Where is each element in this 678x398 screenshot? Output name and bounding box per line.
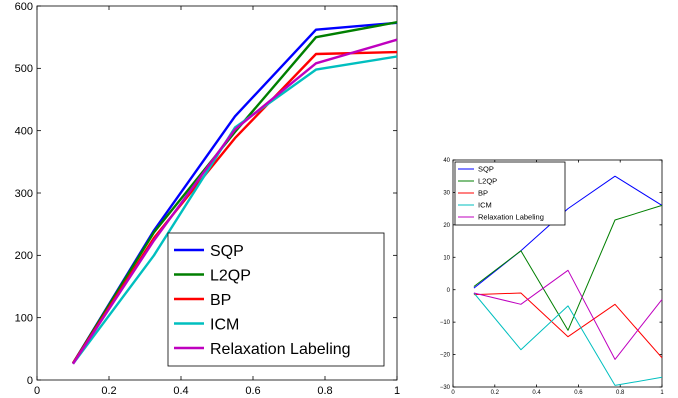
x-tick-label: 1 [660,390,664,396]
series-line-l2qp [71,21,398,364]
x-tick-label: 0.4 [173,385,188,397]
series-line-icm [72,55,398,365]
x-tick-label: 0 [451,390,455,396]
y-tick-label: 100 [15,313,33,325]
y-tick-label: 600 [15,1,33,13]
x-tick-label: 0 [34,385,40,397]
x-tick-label: 0.4 [532,390,541,396]
y-tick-label: −10 [440,320,451,326]
right-line-chart: 0 0.2 0.4 0.6 0.8 1 −30 −20 −10 0 10 20 30 40 SQP L2QP B… [440,158,665,396]
legend-label: BP [478,189,488,198]
y-tick-label: 10 [443,255,450,261]
y-tick-label: 40 [443,158,450,164]
plot-area-frame [452,159,663,388]
x-tick-label: 1 [394,385,400,397]
legend: SQP L2QP BP ICM Relaxation Labeling [454,161,566,226]
y-tick-label: 0 [447,288,451,294]
series-line-l2qp [473,204,663,331]
legend-label: L2QP [478,177,497,186]
y-tick-label: 0 [27,375,33,387]
x-tick-label: 0.2 [101,385,116,397]
left-line-chart: 0 0.2 0.4 0.6 0.8 1 0 100 200 300 400 500 600 SQP L2QP… [15,1,400,397]
y-tick-label: 500 [15,63,33,75]
x-tick-label: 0.8 [616,390,625,396]
series-line-icm [473,292,663,386]
x-tick-label: 0.6 [574,390,583,396]
legend-label: Relaxation Labeling [210,341,351,358]
series-line-relaxation-labeling [71,38,398,365]
y-tick-label: −30 [440,385,451,391]
legend-label: SQP [478,165,494,174]
y-tick-label: 30 [443,191,450,197]
series-line-bp [473,292,663,359]
legend: SQP L2QP BP ICM Relaxation Labeling [167,232,385,367]
x-tick-label: 0.8 [317,385,332,397]
legend-label: ICM [210,316,239,333]
x-tick-label: 0.6 [245,385,260,397]
legend-label: ICM [478,201,492,210]
y-tick-label: 200 [15,250,33,262]
legend-label: SQP [210,243,244,260]
series-line-relaxation-labeling [473,269,663,360]
legend-label: Relaxation Labeling [478,213,544,222]
x-tick-label: 0.2 [491,390,500,396]
y-tick-label: 300 [15,188,33,200]
legend-label: BP [210,292,231,309]
y-tick-label: 20 [443,223,450,229]
y-tick-label: −20 [440,353,451,359]
y-tick-label: 400 [15,126,33,138]
legend-label: L2QP [210,267,251,284]
